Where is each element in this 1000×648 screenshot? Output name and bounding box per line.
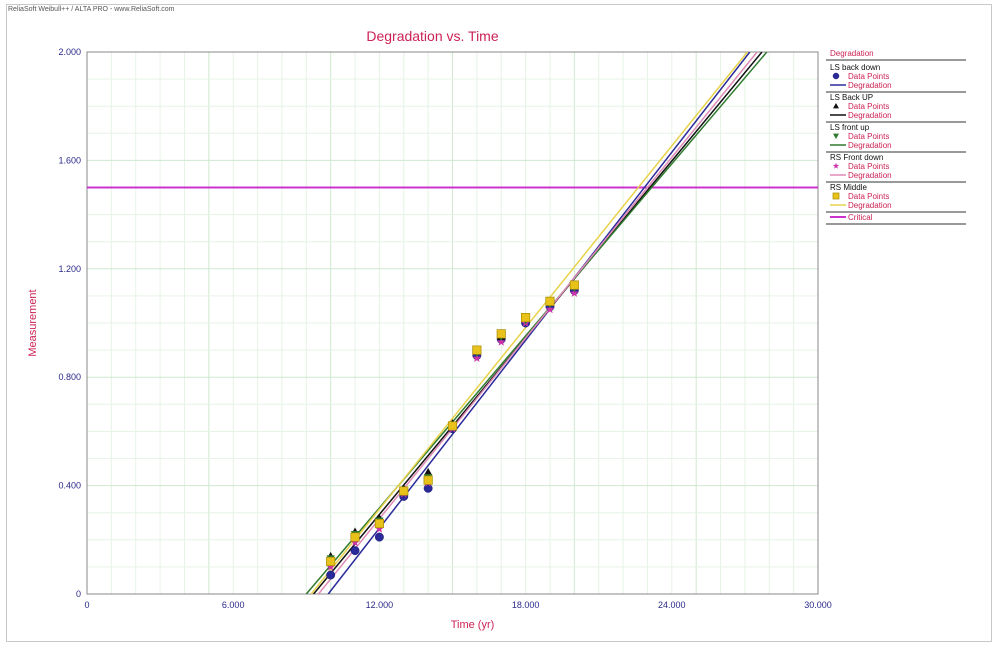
window-caption: ReliaSoft Weibull++ / ALTA PRO - www.Rel… xyxy=(8,6,175,13)
y-tick-label: 2.000 xyxy=(58,47,81,57)
chart-title: Degradation vs. Time xyxy=(366,28,498,44)
data-point xyxy=(399,486,409,496)
legend-marker xyxy=(832,192,840,200)
data-point xyxy=(423,483,433,493)
data-point xyxy=(350,532,360,542)
data-point xyxy=(569,280,579,290)
fit-line xyxy=(327,52,751,594)
x-tick-label: 24.000 xyxy=(658,600,686,610)
x-tick-label: 12.000 xyxy=(366,600,394,610)
grid xyxy=(87,52,818,594)
y-tick-label: 1.200 xyxy=(58,264,81,274)
legend-fit-label: Degradation xyxy=(848,81,892,90)
legend-critical-label: Critical xyxy=(848,213,873,222)
legend-fit-label: Degradation xyxy=(848,201,892,210)
legend-fit-label: Degradation xyxy=(848,171,892,180)
data-point xyxy=(374,532,384,542)
y-tick-label: 1.600 xyxy=(58,155,81,165)
fit-line xyxy=(317,52,758,594)
legend-series-name: LS back down xyxy=(830,63,880,72)
legend-series-name: RS Front down xyxy=(830,153,883,162)
data-point xyxy=(545,304,555,314)
data-point xyxy=(423,467,433,476)
data-point xyxy=(375,524,384,533)
data-point xyxy=(496,329,506,339)
y-tick-label: 0 xyxy=(76,589,81,599)
data-point xyxy=(326,556,336,567)
x-tick-label: 30.000 xyxy=(804,600,832,610)
y-axis-title: Measurement xyxy=(27,289,39,356)
data-point xyxy=(545,296,555,306)
data-point xyxy=(472,353,482,362)
data-point xyxy=(447,421,458,431)
x-tick-label: 0 xyxy=(84,600,89,610)
legend-points-label: Data Points xyxy=(848,162,889,171)
legend-marker xyxy=(832,162,840,169)
legend-series-name: RS Middle xyxy=(830,183,867,192)
data-point xyxy=(374,518,384,529)
y-tick-label: 0.400 xyxy=(58,481,81,491)
legend-fit-label: Degradation xyxy=(848,111,892,120)
legend-header: Degradation xyxy=(830,49,874,58)
data-point xyxy=(326,570,336,580)
data-point xyxy=(569,288,579,297)
legend-marker xyxy=(832,72,840,80)
x-axis-title: Time (yr) xyxy=(451,619,495,631)
plot-area xyxy=(86,51,819,595)
data-point xyxy=(326,562,336,571)
legend-points-label: Data Points xyxy=(848,72,889,81)
data-point xyxy=(423,475,433,485)
legend-marker xyxy=(833,133,839,139)
tick-labels: 0 6.000 12.000 18.000 24.000 30.000 0 0.400 0.80… xyxy=(58,47,831,610)
data-point xyxy=(472,345,482,355)
data-point xyxy=(350,537,360,547)
data-point xyxy=(350,546,360,556)
data-point xyxy=(521,313,531,323)
legend-points-label: Data Points xyxy=(848,102,889,111)
legend-points-label: Data Points xyxy=(848,192,889,201)
legend-fit-label: Degradation xyxy=(848,141,892,150)
x-tick-label: 18.000 xyxy=(512,600,540,610)
legend-marker xyxy=(833,103,839,109)
x-tick-label: 6.000 xyxy=(222,600,245,610)
data-point xyxy=(496,337,506,346)
legend-series-name: LS Back UP xyxy=(830,93,873,102)
legend-points-label: Data Points xyxy=(848,132,889,141)
data-points xyxy=(326,280,579,580)
y-tick-label: 0.800 xyxy=(58,372,81,382)
legend-series-name: LS front up xyxy=(830,123,870,132)
fit-lines xyxy=(305,52,768,594)
